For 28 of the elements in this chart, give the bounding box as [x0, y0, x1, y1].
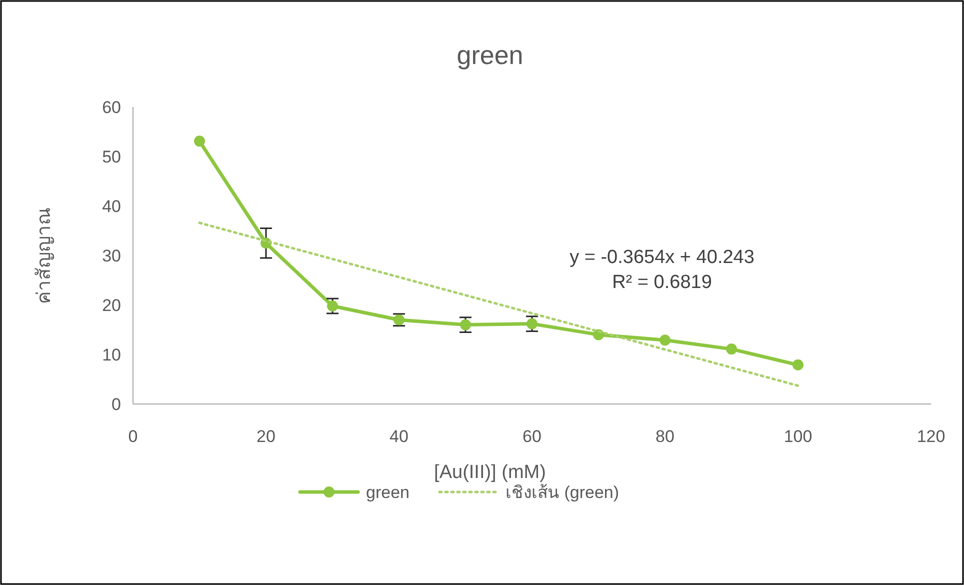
legend-label: green: [366, 483, 410, 502]
x-tick-label: 20: [256, 427, 276, 446]
point: [526, 318, 538, 330]
chart-title: green: [456, 40, 524, 70]
x-tick-label: 80: [656, 427, 674, 446]
x-axis-title: [Au(III)] (mM): [434, 462, 546, 483]
y-tick-label: 30: [102, 246, 121, 266]
x-tick-label: 60: [522, 427, 542, 446]
point: [660, 334, 670, 346]
annotation: R² = 0.6819: [612, 272, 712, 293]
y-axis-title: ค่าสัญญาณ: [34, 207, 55, 304]
point: [726, 344, 737, 355]
y-tick-label: 60: [102, 98, 121, 117]
point: [792, 359, 804, 370]
x-tick-label: 100: [784, 427, 812, 446]
y-tick-label: 20: [102, 296, 121, 315]
x-tick-label: 40: [390, 427, 408, 446]
point: [194, 136, 205, 147]
y-tick-label: 50: [102, 148, 121, 166]
point: [327, 300, 338, 312]
x-tick-label: 120: [916, 427, 946, 446]
legend-label: เชิงเส้น (green): [505, 483, 620, 502]
point: [460, 319, 471, 330]
y-tick-label: 10: [102, 346, 121, 364]
y-tick-label: 40: [102, 197, 121, 216]
y-tick-label: 0: [112, 395, 121, 414]
annotation: y = -0.3654x + 40.243: [570, 247, 754, 268]
x-tick-label: 0: [128, 427, 138, 446]
